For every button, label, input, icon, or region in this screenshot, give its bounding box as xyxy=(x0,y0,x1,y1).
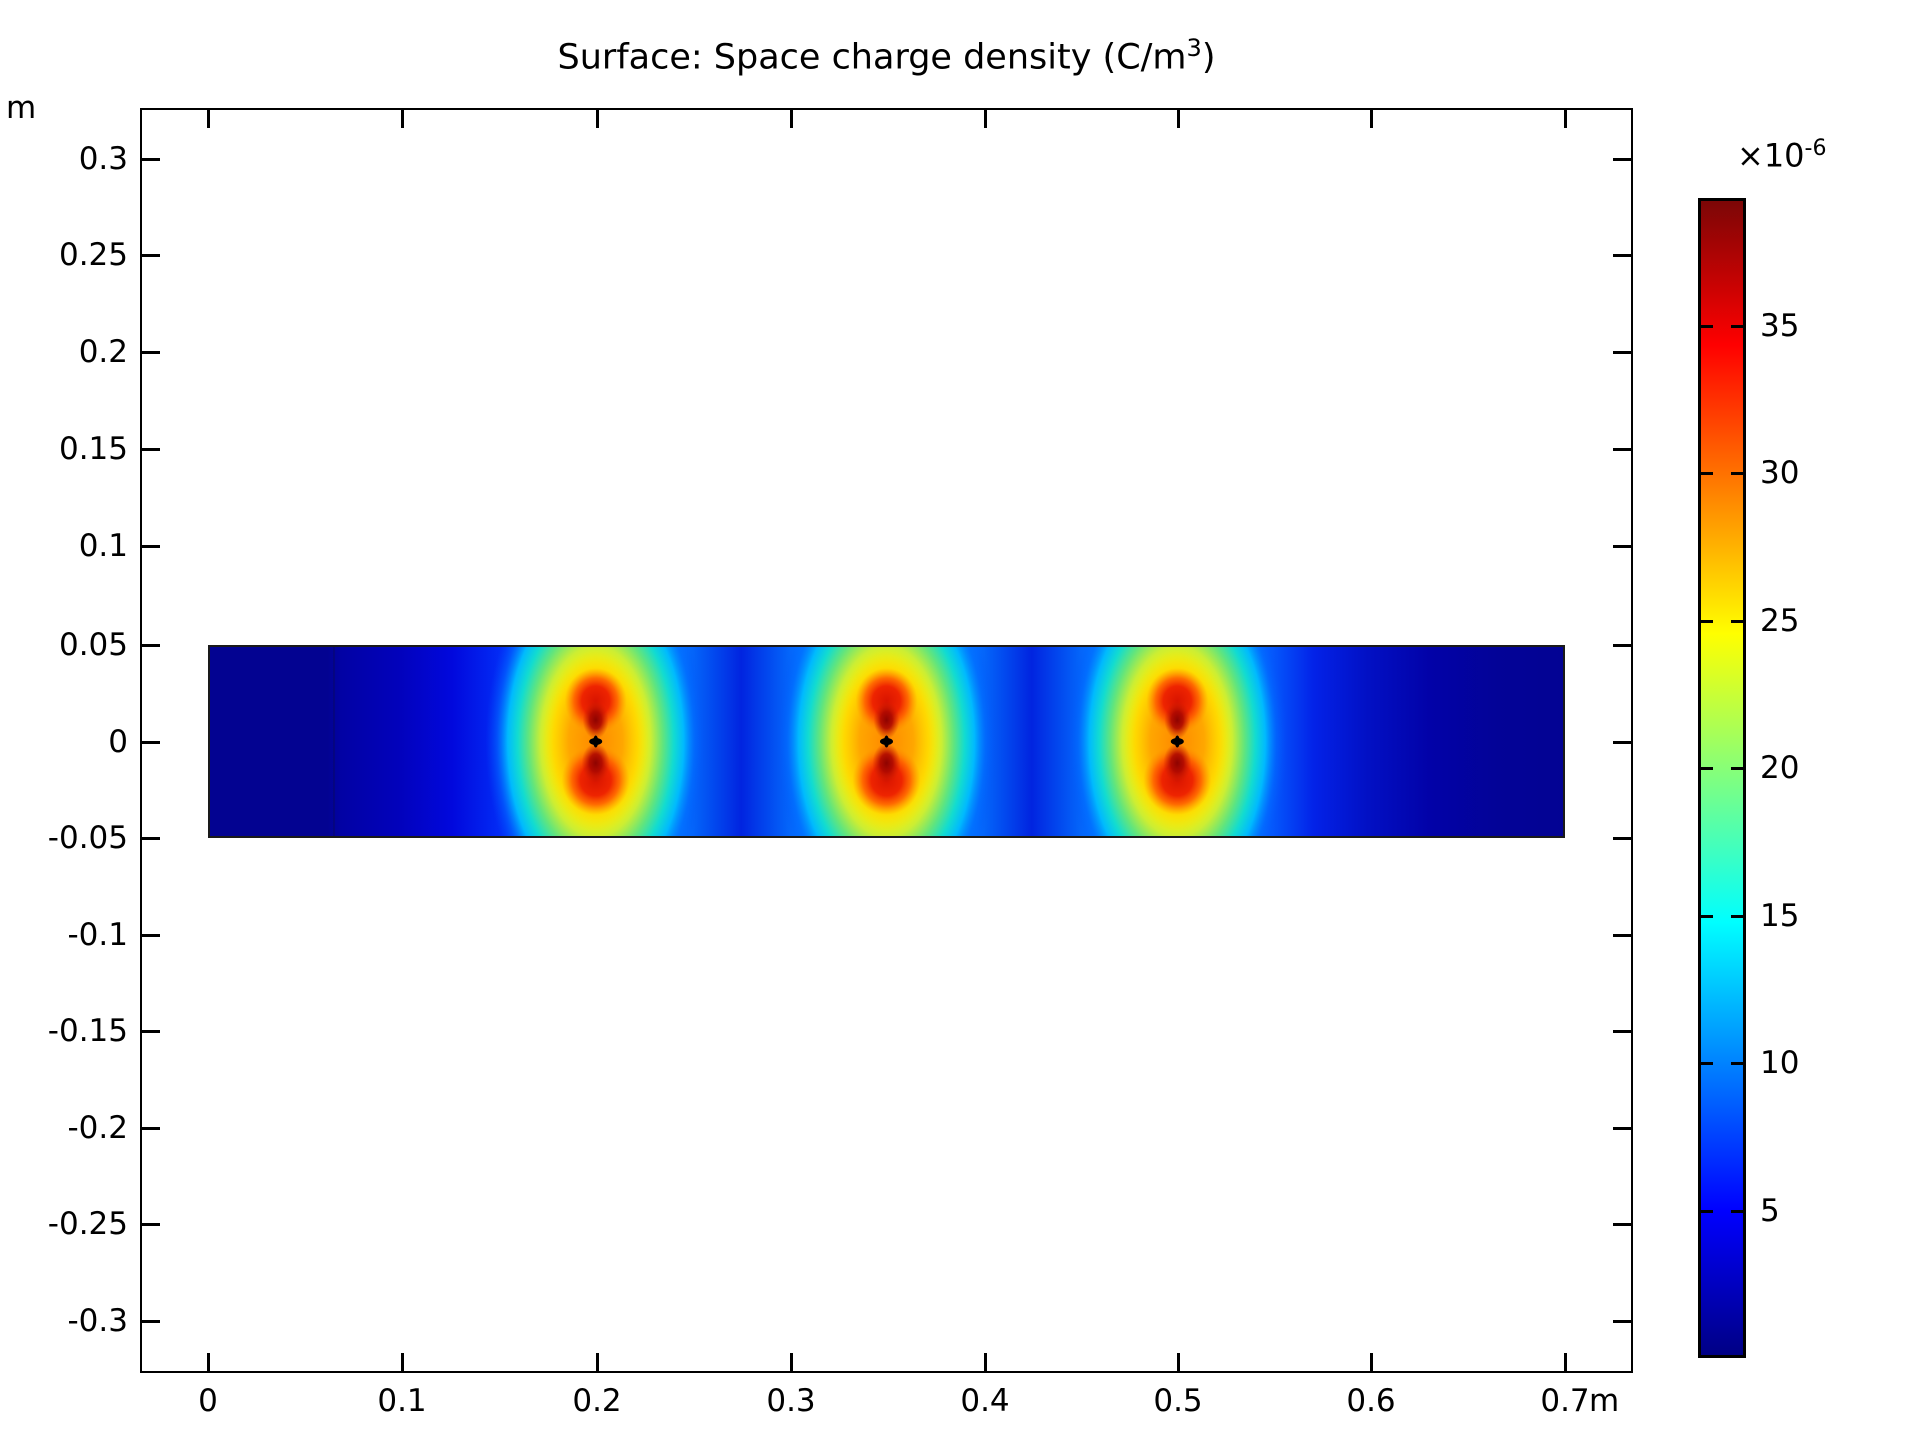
y-tick-mark xyxy=(1613,934,1631,937)
x-tick-mark xyxy=(596,1353,599,1371)
y-tick-mark xyxy=(142,351,160,354)
y-tick-mark xyxy=(1613,448,1631,451)
y-tick-label: -0.25 xyxy=(47,1206,128,1242)
x-tick-mark xyxy=(1564,1353,1567,1371)
x-tick-mark xyxy=(1370,1353,1373,1371)
colorbar-tick-mark xyxy=(1701,325,1713,328)
y-tick-mark xyxy=(142,1030,160,1033)
heatmap-surface xyxy=(208,645,1565,838)
y-tick-mark xyxy=(142,1320,160,1323)
y-tick-label: -0.3 xyxy=(67,1303,129,1339)
colorbar-tick-mark xyxy=(1701,915,1713,918)
y-tick-label: -0.05 xyxy=(47,820,128,856)
colorbar-tick-label: 5 xyxy=(1760,1193,1780,1229)
x-tick-label: 0.6 xyxy=(1346,1383,1396,1419)
title-text: Surface: Space charge density (C/m xyxy=(557,37,1187,78)
y-axis-unit: m xyxy=(6,90,37,126)
y-tick-label: 0.2 xyxy=(78,334,128,370)
multiplier-exponent: -6 xyxy=(1804,136,1827,161)
domain-outline xyxy=(208,645,1565,838)
y-tick-mark xyxy=(1613,158,1631,161)
colorbar-tick-label: 30 xyxy=(1760,455,1800,491)
x-tick-mark xyxy=(207,110,210,128)
x-tick-label: 0.3 xyxy=(766,1383,816,1419)
y-tick-label: 0.05 xyxy=(58,627,128,663)
y-tick-mark xyxy=(1613,254,1631,257)
x-tick-mark xyxy=(596,110,599,128)
y-tick-label: -0.15 xyxy=(47,1013,128,1049)
y-tick-mark xyxy=(142,741,160,744)
y-tick-mark xyxy=(1613,1320,1631,1323)
y-tick-mark xyxy=(142,837,160,840)
y-tick-mark xyxy=(142,254,160,257)
colorbar-tick-mark xyxy=(1731,620,1743,623)
colorbar-tick-mark xyxy=(1731,1062,1743,1065)
y-tick-mark xyxy=(142,934,160,937)
colorbar-tick-label: 35 xyxy=(1760,308,1800,344)
dipole-hotspots xyxy=(485,645,1288,838)
y-tick-mark xyxy=(142,448,160,451)
y-tick-mark xyxy=(1613,545,1631,548)
y-tick-mark xyxy=(142,1127,160,1130)
x-tick-mark xyxy=(790,1353,793,1371)
multiplier-base: ×10 xyxy=(1737,136,1805,175)
x-tick-mark xyxy=(207,1353,210,1371)
x-tick-mark xyxy=(1177,110,1180,128)
x-tick-label: 0.5 xyxy=(1153,1383,1203,1419)
colorbar-tick-mark xyxy=(1731,767,1743,770)
colorbar-scale-multiplier: ×10-6 xyxy=(1737,136,1826,175)
colorbar-tick-label: 20 xyxy=(1760,750,1800,786)
colorbar-tick-label: 25 xyxy=(1760,603,1800,639)
x-tick-mark xyxy=(984,1353,987,1371)
x-tick-label: 0 xyxy=(198,1383,218,1419)
y-tick-mark xyxy=(1613,837,1631,840)
x-tick-mark xyxy=(1177,1353,1180,1371)
x-tick-mark xyxy=(1370,110,1373,128)
colorbar-tick-label: 10 xyxy=(1760,1045,1800,1081)
y-tick-mark xyxy=(142,644,160,647)
y-tick-label: 0.15 xyxy=(58,431,128,467)
colorbar-tick-mark xyxy=(1701,620,1713,623)
x-tick-mark xyxy=(401,110,404,128)
y-tick-mark xyxy=(1613,1127,1631,1130)
y-tick-label: 0.1 xyxy=(78,528,128,564)
y-tick-mark xyxy=(1613,351,1631,354)
y-tick-mark xyxy=(142,545,160,548)
colorbar-tick-mark xyxy=(1701,1210,1713,1213)
y-tick-mark xyxy=(1613,1223,1631,1226)
y-tick-mark xyxy=(142,1223,160,1226)
y-tick-label: 0 xyxy=(108,724,128,760)
colorbar-tick-mark xyxy=(1701,767,1713,770)
colorbar-tick-label: 15 xyxy=(1760,898,1800,934)
title-suffix: ) xyxy=(1201,37,1216,78)
x-tick-mark xyxy=(790,110,793,128)
colorbar-tick-mark xyxy=(1731,325,1743,328)
y-tick-label: 0.25 xyxy=(58,237,128,273)
colorbar-tick-mark xyxy=(1701,472,1713,475)
colorbar-tick-mark xyxy=(1731,472,1743,475)
colorbar-tick-mark xyxy=(1731,915,1743,918)
x-axis-unit: m xyxy=(1589,1383,1620,1419)
colorbar-gradient xyxy=(1698,198,1746,1358)
plot-frame xyxy=(140,108,1633,1373)
y-tick-mark xyxy=(1613,1030,1631,1033)
title-superscript: 3 xyxy=(1186,34,1202,62)
page-title: Surface: Space charge density (C/m3) xyxy=(140,34,1633,78)
x-tick-label: 0.1 xyxy=(377,1383,427,1419)
x-tick-mark xyxy=(1564,110,1567,128)
x-tick-mark xyxy=(401,1353,404,1371)
x-tick-label: 0.4 xyxy=(960,1383,1010,1419)
y-tick-mark xyxy=(1613,741,1631,744)
x-tick-label: 0.7 xyxy=(1540,1383,1590,1419)
y-tick-label: -0.1 xyxy=(67,917,129,953)
colorbar-tick-mark xyxy=(1731,1210,1743,1213)
y-tick-mark xyxy=(1613,644,1631,647)
x-tick-label: 0.2 xyxy=(572,1383,622,1419)
y-tick-mark xyxy=(142,158,160,161)
y-tick-label: 0.3 xyxy=(78,141,128,177)
x-tick-mark xyxy=(984,110,987,128)
colorbar-tick-mark xyxy=(1701,1062,1713,1065)
y-tick-label: -0.2 xyxy=(67,1110,129,1146)
